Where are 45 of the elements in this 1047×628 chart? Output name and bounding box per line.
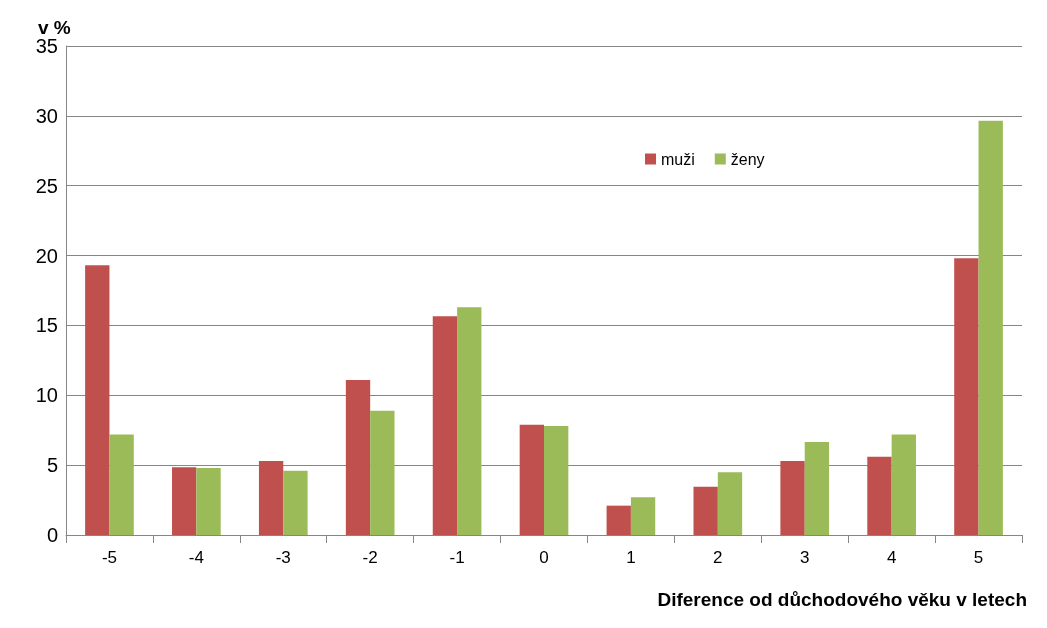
- x-tick-label: 0: [539, 548, 549, 567]
- x-tick-label: 5: [973, 548, 984, 567]
- bar: [544, 426, 569, 535]
- y-tick-label: 5: [46, 454, 58, 477]
- x-tick-label: -4: [188, 548, 204, 567]
- bar: [606, 505, 631, 535]
- x-tick-label: 2: [713, 548, 723, 567]
- y-tick-label: 0: [46, 524, 58, 546]
- legend-label: ženy: [730, 150, 765, 168]
- bar: [345, 379, 371, 535]
- bar: [109, 434, 134, 535]
- bar: [954, 258, 979, 535]
- y-tick-label: 10: [35, 384, 58, 407]
- bar: [717, 472, 743, 535]
- bar: [457, 307, 482, 535]
- bar: [258, 460, 284, 535]
- bar: [780, 460, 805, 535]
- x-tick-label: -3: [275, 548, 291, 567]
- y-tick-label: 15: [35, 314, 58, 337]
- bar: [432, 316, 458, 535]
- bar: [370, 410, 395, 535]
- y-tick-label: 25: [35, 174, 58, 197]
- x-tick-label: 1: [626, 548, 636, 567]
- x-tick-label: -2: [362, 548, 378, 567]
- bar: [630, 497, 656, 535]
- y-axis-title: v %: [38, 17, 71, 38]
- bar: [85, 265, 110, 535]
- x-tick-label: 4: [886, 548, 897, 567]
- bar: [978, 120, 1003, 535]
- bar: [804, 442, 830, 535]
- x-axis-title: Diference od důchodového věku v letech: [657, 589, 1028, 610]
- bar: [519, 424, 544, 535]
- bar: [867, 456, 892, 535]
- bar: [891, 434, 916, 535]
- bar: [693, 486, 718, 535]
- bar: [196, 467, 221, 535]
- legend-label: muži: [661, 150, 695, 168]
- y-tick-label: 20: [35, 244, 58, 267]
- y-tick-label: 35: [35, 35, 58, 57]
- y-tick-label: 30: [35, 104, 58, 127]
- x-tick-label: -1: [449, 548, 465, 567]
- bar: [172, 467, 197, 535]
- x-tick-label: -5: [101, 548, 118, 567]
- x-tick-label: 3: [799, 548, 810, 567]
- bar: [283, 470, 308, 535]
